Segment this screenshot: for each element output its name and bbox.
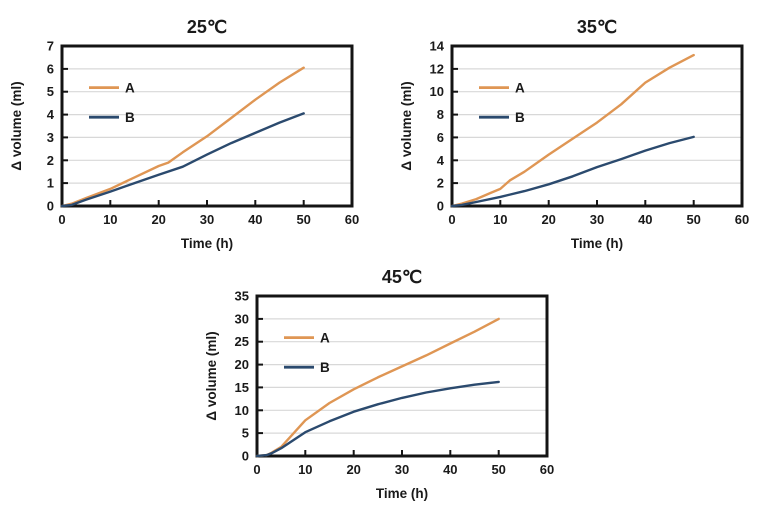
y-tick-label: 2	[437, 176, 444, 191]
y-tick-label: 2	[47, 153, 54, 168]
legend-label-A: A	[125, 80, 135, 95]
legend-label-B: B	[320, 360, 330, 375]
chart-45c: 0 10 20 30 40 50 60 0 5 10 15 20 25 30 35 A B Time (h) Δ v…	[195, 256, 585, 506]
chart-title: 25℃	[187, 17, 227, 37]
x-tick-label: 30	[200, 212, 214, 227]
y-tick-label: 35	[235, 289, 249, 304]
y-tick-label: 10	[430, 84, 444, 99]
x-tick-label: 20	[541, 212, 555, 227]
x-tick-label: 10	[493, 212, 507, 227]
plot-frame	[60, 44, 354, 208]
series-B-line	[450, 135, 695, 208]
legend-label-A: A	[515, 80, 525, 95]
bottom-chart-row: 0 10 20 30 40 50 60 0 5 10 15 20 25 30 35 A B Time (h) Δ v…	[0, 256, 780, 506]
x-axis-label: Time (h)	[571, 236, 623, 251]
y-tick-label: 0	[437, 199, 444, 214]
y-tick-label: 1	[47, 176, 54, 191]
x-tick-label: 60	[540, 462, 554, 477]
x-tick-label: 20	[151, 212, 165, 227]
y-tick-label: 15	[235, 380, 249, 395]
x-tick-label: 10	[103, 212, 117, 227]
x-tick-label: 60	[735, 212, 749, 227]
y-tick-label: 3	[47, 130, 54, 145]
plot-frame	[450, 44, 744, 208]
series-A-line	[450, 53, 695, 208]
series-B-line	[255, 380, 500, 458]
y-tick-label: 12	[430, 61, 444, 76]
y-axis-label: Δ volume (ml)	[204, 331, 219, 420]
x-tick-label: 20	[346, 462, 360, 477]
x-tick-label: 60	[345, 212, 359, 227]
chart-title: 35℃	[577, 17, 617, 37]
chart-svg: 0 10 20 30 40 50 60 0 1 2 3 4 5 6 7 AB Time (h) Δ volume …	[9, 17, 359, 251]
chart-35c: 0 10 20 30 40 50 60 0 2 4 6 8 10 12 14 A B Time (h) Δ volu…	[390, 6, 780, 256]
x-tick-label: 0	[448, 212, 455, 227]
x-tick-label: 40	[638, 212, 652, 227]
x-tick-label: 40	[443, 462, 457, 477]
y-tick-label: 8	[437, 107, 444, 122]
legend-label-B: B	[125, 110, 135, 125]
x-axis-label: Time (h)	[376, 486, 428, 501]
legend-label-A: A	[320, 330, 330, 345]
x-tick-label: 50	[296, 212, 310, 227]
x-tick-label: 10	[298, 462, 312, 477]
x-tick-label: 0	[253, 462, 260, 477]
x-tick-label: 30	[395, 462, 409, 477]
x-axis-label: Time (h)	[181, 236, 233, 251]
y-tick-label: 30	[235, 311, 249, 326]
y-axis-label: Δ volume (ml)	[9, 81, 24, 170]
y-tick-label: 25	[235, 334, 249, 349]
y-tick-label: 4	[437, 153, 445, 168]
x-tick-label: 0	[58, 212, 65, 227]
y-tick-label: 5	[47, 84, 54, 99]
x-tick-label: 30	[590, 212, 604, 227]
y-tick-label: 0	[242, 449, 249, 464]
x-tick-label: 50	[686, 212, 700, 227]
chart-svg: 0 10 20 30 40 50 60 0 5 10 15 20 25 30 35 AB Time (h) Δ v…	[204, 267, 554, 501]
x-tick-label: 50	[491, 462, 505, 477]
y-tick-label: 20	[235, 357, 249, 372]
chart-svg: 0 10 20 30 40 50 60 0 2 4 6 8 10 12 14 AB Time (h) Δ volu…	[399, 17, 749, 251]
y-tick-label: 14	[430, 39, 445, 54]
y-tick-label: 5	[242, 426, 249, 441]
y-tick-label: 4	[47, 107, 55, 122]
y-tick-label: 6	[437, 130, 444, 145]
plot-frame	[255, 294, 549, 458]
y-tick-label: 10	[235, 403, 249, 418]
y-tick-label: 6	[47, 61, 54, 76]
y-tick-label: 7	[47, 39, 54, 54]
y-tick-label: 0	[47, 199, 54, 214]
chart-title: 45℃	[382, 267, 422, 287]
y-axis-label: Δ volume (ml)	[399, 81, 414, 170]
chart-25c: 0 10 20 30 40 50 60 0 1 2 3 4 5 6 7 A B Time (h) Δ volume …	[0, 6, 390, 256]
x-tick-label: 40	[248, 212, 262, 227]
series-B-line	[60, 112, 305, 208]
legend-label-B: B	[515, 110, 525, 125]
series-A-line	[60, 66, 305, 208]
top-chart-row: 0 10 20 30 40 50 60 0 1 2 3 4 5 6 7 A B Time (h) Δ volume …	[0, 6, 780, 256]
